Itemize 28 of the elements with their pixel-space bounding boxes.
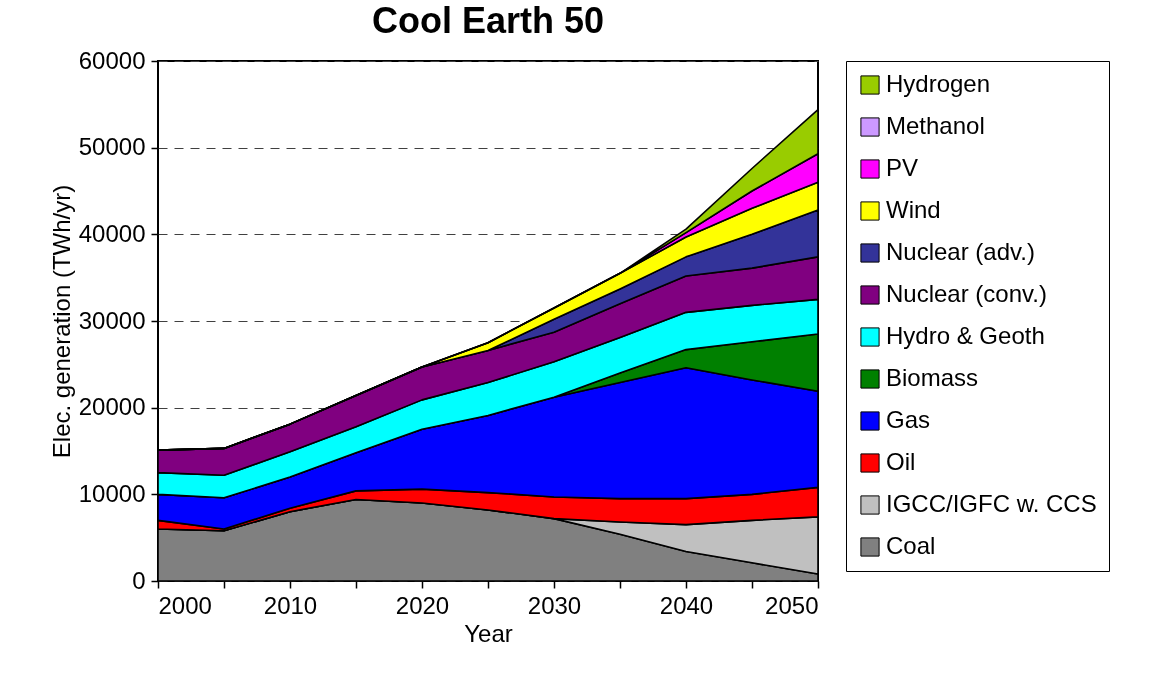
legend-label: Nuclear (adv.) [886, 238, 1035, 265]
legend-label: Gas [886, 406, 931, 433]
y-tick-label: 20000 [78, 393, 146, 421]
y-tick-label: 30000 [78, 306, 146, 334]
legend-label: Hydro & Geoth [886, 322, 1045, 349]
y-tick-label: 0 [132, 566, 146, 594]
y-tick-label: 40000 [78, 219, 146, 247]
legend-label: Coal [886, 532, 936, 559]
legend-label: IGCC/IGFC w. CCS [886, 490, 1097, 517]
legend-label: Methanol [886, 112, 985, 139]
x-tick-label: 2000 [158, 591, 212, 619]
legend-label: Biomass [886, 364, 979, 391]
y-tick-label: 10000 [78, 479, 146, 507]
legend-label: PV [886, 154, 919, 181]
y-axis-title: Elec. generation (TWh/yr) [47, 184, 75, 459]
x-tick-label: 2020 [395, 591, 450, 619]
legend-label: Oil [886, 448, 916, 475]
x-tick-label: 2010 [263, 591, 318, 619]
chart-title: Cool Earth 50 [371, 0, 605, 41]
x-tick-label: 2030 [527, 591, 582, 619]
x-tick-label: 2050 [765, 591, 819, 619]
y-tick-label: 60000 [78, 46, 146, 74]
x-axis-title: Year [464, 619, 513, 647]
legend-label: Hydrogen [886, 70, 991, 97]
legend-label: Wind [886, 196, 941, 223]
legend-label: Nuclear (conv.) [886, 280, 1047, 307]
y-tick-label: 50000 [78, 133, 146, 161]
x-tick-label: 2040 [659, 591, 714, 619]
